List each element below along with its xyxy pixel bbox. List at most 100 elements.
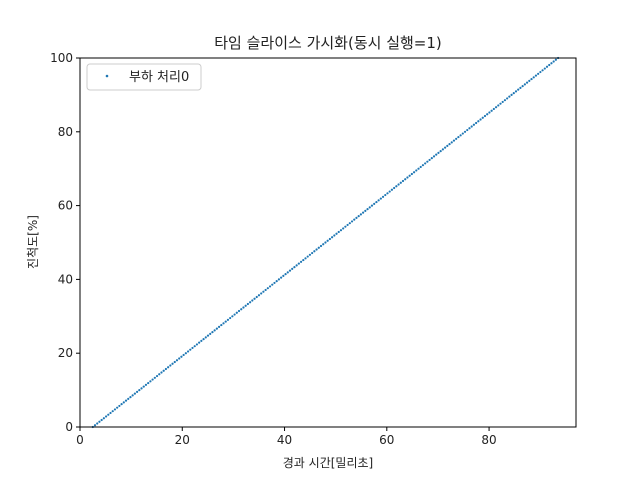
data-point [499, 102, 502, 105]
data-point [530, 77, 533, 81]
y-tick-label: 20 [58, 346, 73, 360]
data-point [306, 255, 309, 258]
legend-label: 부하 처리0 [129, 70, 189, 85]
data-point [288, 269, 292, 272]
data-point [180, 355, 183, 358]
data-point [217, 325, 221, 328]
data-point [459, 134, 462, 137]
data-point [151, 378, 154, 381]
data-point [395, 185, 398, 188]
data-point [233, 313, 236, 316]
y-axis-ticks: 0 20 40 60 80 100 [50, 51, 80, 434]
plot-frame [79, 57, 577, 428]
data-point [319, 244, 323, 248]
data-point [517, 88, 520, 91]
data-point [244, 304, 247, 307]
data-point [102, 417, 105, 420]
data-point [111, 410, 114, 413]
data-point [255, 295, 258, 299]
data-point [249, 301, 252, 304]
data-point [173, 360, 176, 364]
data-point [399, 181, 402, 184]
data-point [302, 258, 305, 262]
data-point [186, 350, 190, 353]
chart-title: 타임 슬라이스 가시화(동시 실행=1) [214, 34, 442, 52]
data-point [512, 92, 515, 95]
data-point [370, 204, 374, 207]
data-point [96, 422, 99, 425]
data-point [388, 190, 391, 193]
data-point [415, 169, 418, 172]
data-point [120, 403, 123, 406]
data-point [93, 424, 97, 427]
data-point [237, 309, 241, 313]
data-point [477, 120, 480, 123]
data-point [282, 274, 285, 277]
data-point [368, 206, 371, 209]
data-points-layer [91, 56, 560, 429]
data-point [410, 172, 413, 176]
data-point [428, 158, 431, 162]
data-point [162, 369, 165, 372]
data-point [539, 70, 542, 74]
data-point [430, 157, 433, 160]
data-point [169, 364, 172, 367]
data-point [463, 130, 467, 133]
data-point [178, 357, 181, 360]
data-point [435, 153, 438, 156]
data-point [393, 186, 396, 190]
data-point [534, 74, 538, 77]
data-point [494, 106, 498, 109]
data-point [441, 148, 444, 151]
data-point [468, 127, 471, 130]
data-point [229, 316, 232, 320]
data-point [333, 234, 336, 237]
x-tick-label: 40 [277, 433, 292, 447]
data-point [184, 352, 187, 355]
data-point [353, 218, 356, 221]
data-point [548, 63, 551, 67]
data-point [304, 257, 307, 260]
data-point [397, 183, 400, 186]
data-point [264, 288, 267, 292]
data-point [355, 216, 358, 219]
data-point [381, 195, 385, 198]
data-point [466, 128, 469, 132]
data-point [167, 366, 170, 369]
data-point [257, 294, 261, 297]
data-point [486, 113, 489, 116]
data-point [541, 69, 544, 72]
data-point [299, 260, 303, 263]
data-point [118, 404, 121, 408]
data-point [317, 246, 320, 249]
data-point [375, 200, 378, 204]
data-point [404, 178, 407, 181]
data-point [158, 373, 161, 376]
data-point [554, 58, 557, 61]
x-tick-label: 80 [481, 433, 496, 447]
data-point [421, 164, 425, 167]
data-point [488, 111, 491, 114]
data-point [455, 137, 458, 140]
data-point [448, 143, 451, 146]
data-point [224, 320, 227, 323]
data-point [452, 139, 456, 142]
data-point [140, 387, 143, 390]
data-point [348, 222, 351, 225]
data-point [297, 262, 300, 265]
data-point [506, 97, 509, 100]
data-point [175, 359, 179, 362]
data-point [160, 371, 163, 374]
data-point [100, 418, 103, 422]
data-point [532, 76, 535, 79]
data-point [475, 121, 478, 125]
data-point [366, 208, 369, 211]
data-point [98, 420, 101, 423]
data-point [550, 62, 553, 65]
data-point [215, 327, 218, 330]
data-point [446, 144, 449, 147]
data-point [131, 394, 134, 397]
data-point [537, 72, 540, 75]
data-point [359, 213, 362, 216]
